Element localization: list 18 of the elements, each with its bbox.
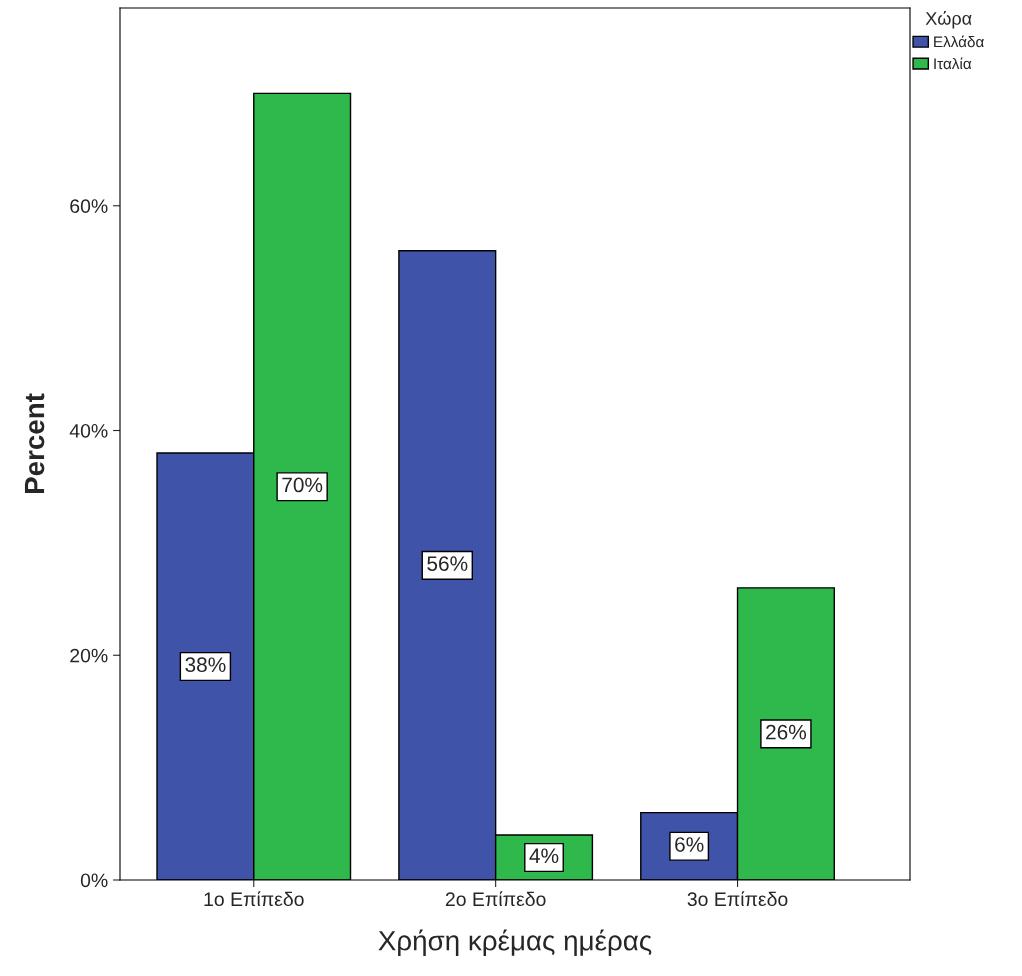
x-tick-label: 1ο Επίπεδο [204, 891, 304, 907]
data-label: 56% [427, 556, 468, 571]
y-tick-label: 20% [70, 648, 108, 663]
legend-label: Ελλάδα [934, 35, 984, 48]
data-label: 38% [185, 657, 226, 673]
y-tick-label: 60% [70, 199, 108, 214]
x-tick-label: 3ο Επίπεδο [687, 891, 788, 907]
x-axis-title: Χρήση κρέμας ημέρας [378, 929, 652, 957]
legend-title: Χώρα [925, 11, 972, 29]
data-label: 26% [766, 724, 807, 740]
y-tick-label: 0% [80, 873, 108, 888]
y-tick-label: 40% [69, 423, 108, 438]
data-label: 6% [675, 837, 704, 852]
data-label: 70% [282, 477, 323, 493]
y-axis-title: Percent [24, 393, 45, 494]
x-tick-label: 2ο Επίπεδο [445, 891, 546, 907]
legend-label: Ιταλία [934, 57, 972, 70]
data-label: 4% [529, 848, 559, 864]
